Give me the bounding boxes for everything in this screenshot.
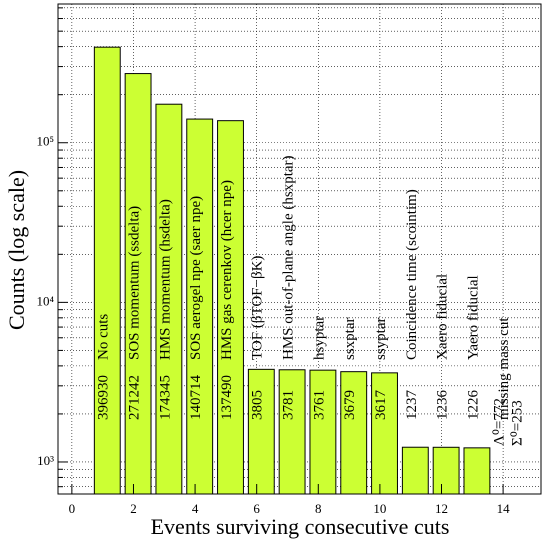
bar-value-label: 1237 — [404, 390, 420, 421]
y-tick-label: 10⁵ — [36, 134, 54, 149]
x-tick-label: 8 — [315, 501, 322, 516]
bar-value-label: 174345 — [157, 375, 173, 420]
x-tick-label: 14 — [497, 501, 511, 516]
cut-name-label: HMS momentum (hsdelta) — [157, 199, 173, 360]
bar-value-label: 3781 — [281, 390, 297, 420]
bar — [371, 372, 398, 495]
x-axis-title: Events surviving consecutive cuts — [151, 514, 450, 539]
bar — [432, 446, 460, 495]
annotation: Σ⁰=253 — [509, 400, 525, 446]
cut-name-label: hsyptar — [311, 316, 327, 360]
x-tick-label: 12 — [435, 501, 448, 516]
cut-name-label: No cuts — [96, 314, 112, 360]
bar-value-label: 271242 — [127, 375, 143, 420]
cut-name-label: SOS momentum (ssdelta) — [127, 206, 143, 360]
x-tick-label: 10 — [373, 501, 386, 516]
cut-name-label: Xaero fiducial — [435, 274, 451, 360]
bar-value-label: 140714 — [188, 375, 204, 421]
bar-value-label: 396930 — [96, 375, 112, 420]
bar — [401, 446, 429, 495]
bar — [93, 46, 121, 495]
x-tick-label: 2 — [130, 501, 137, 516]
cut-name-label: TOF (βTOF−βK) — [250, 256, 266, 360]
bar — [247, 368, 275, 495]
cut-name-label: Coincidence time (scointim) — [404, 189, 420, 360]
bar-value-label: 3761 — [311, 390, 327, 420]
bar — [155, 103, 183, 495]
y-axis-title: Counts (log scale) — [4, 170, 29, 330]
bar-value-label: 1236 — [435, 390, 451, 421]
bar-value-label: 3679 — [342, 390, 358, 420]
y-tick-label: 10⁴ — [36, 293, 54, 308]
bar — [340, 371, 368, 495]
bar — [217, 120, 244, 495]
bar-value-label: 1226 — [465, 390, 481, 421]
bar — [186, 118, 214, 495]
cut-name-label: missing mass cut — [496, 317, 512, 420]
cut-name-label: SOS aerogel npe (saer npe) — [188, 196, 204, 360]
plot-frame — [57, 3, 542, 495]
bar — [124, 73, 152, 495]
bar-value-label: 137490 — [219, 375, 235, 420]
bar — [309, 369, 337, 495]
cut-name-label: Yaero fiducial — [465, 275, 481, 360]
y-tick-label: 10³ — [37, 453, 54, 468]
bar — [278, 369, 306, 495]
annotation: Λ⁰=772 — [491, 398, 507, 446]
x-tick-label: 6 — [253, 501, 260, 516]
cut-name-label: ssxptar — [342, 318, 358, 361]
bar-value-label: 3617 — [373, 390, 389, 421]
x-tick-label: 0 — [69, 501, 76, 516]
x-tick-label: 4 — [192, 501, 199, 516]
cut-name-label: ssyptar — [373, 318, 389, 361]
cut-name-label: HMS gas cerenkov (hcer npe) — [219, 180, 235, 360]
cut-name-label: HMS out-of-plane angle (hsxptar) — [281, 155, 297, 360]
bar — [463, 447, 491, 495]
bar-value-label: 3805 — [250, 390, 266, 420]
